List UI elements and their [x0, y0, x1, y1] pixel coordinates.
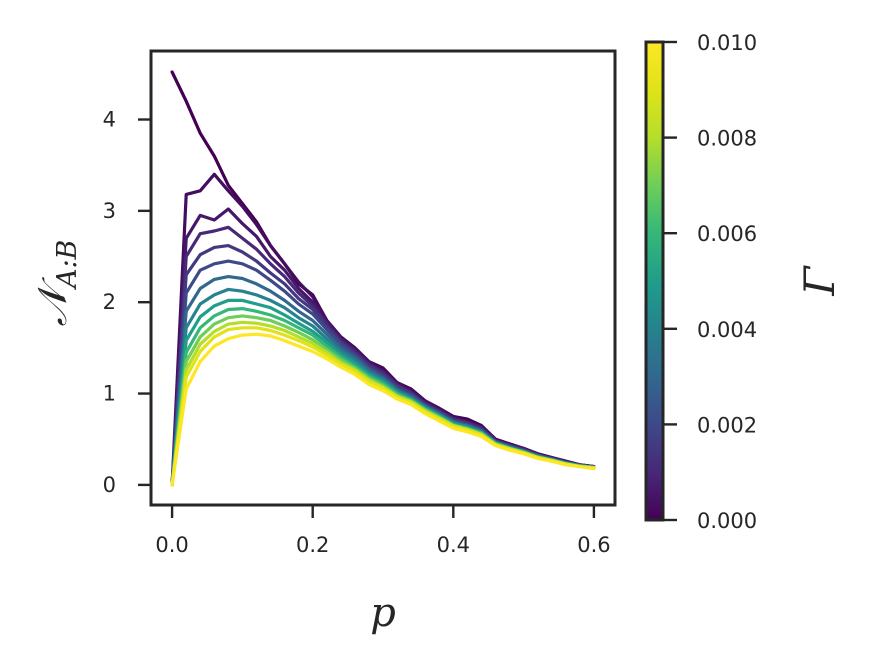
x-tick-label: 0.4 [437, 533, 470, 557]
y-axis-label: 𝒩A:B [30, 240, 83, 327]
y-tick-label: 1 [103, 382, 116, 406]
colorbar-axis: 0.000 0.002 0.004 0.006 0.008 0.010 [663, 31, 757, 533]
x-axis-label: p [370, 590, 396, 636]
series-lines [170, 70, 596, 487]
series-line-9 [170, 307, 596, 487]
colorbar-label: Γ [795, 265, 844, 297]
series-line-4 [170, 244, 596, 487]
series-line-0 [170, 70, 596, 469]
colorbar-tick-label: 0.010 [697, 31, 757, 55]
plot-frame [149, 49, 617, 507]
colorbar-tick-label: 0.002 [697, 413, 757, 437]
series-line-13 [170, 332, 596, 487]
colorbar-tick-label: 0.004 [697, 318, 757, 342]
x-axis: 0.0 0.2 0.4 0.6 [155, 506, 611, 557]
series-line-3 [170, 225, 596, 487]
y-axis: 0 1 2 3 4 [103, 108, 150, 497]
colorbar [644, 40, 665, 522]
svg-text:𝒩A:B: 𝒩A:B [30, 240, 83, 327]
y-tick-label: 0 [103, 473, 116, 497]
x-tick-label: 0.6 [577, 533, 610, 557]
x-tick-label: 0.0 [155, 533, 188, 557]
y-tick-label: 4 [103, 108, 116, 132]
y-axis-label-subscript: A:B [52, 240, 83, 291]
colorbar-tick-label: 0.000 [697, 509, 757, 533]
series-line-12 [170, 326, 596, 487]
y-tick-label: 2 [103, 290, 116, 314]
series-line-10 [170, 314, 596, 487]
x-tick-label: 0.2 [296, 533, 329, 557]
colorbar-tick-label: 0.008 [697, 127, 757, 151]
series-line-11 [170, 320, 596, 487]
y-tick-label: 3 [103, 199, 116, 223]
colorbar-tick-label: 0.006 [697, 222, 757, 246]
